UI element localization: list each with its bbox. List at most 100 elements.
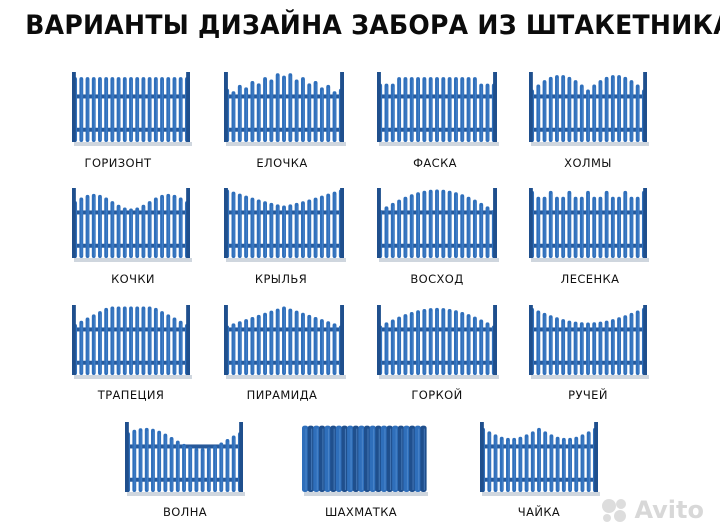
fence-picket	[147, 306, 152, 375]
fence-picket	[397, 199, 402, 258]
fence-picket	[79, 77, 84, 142]
fence-post	[125, 422, 129, 492]
fence-picket	[300, 77, 305, 142]
fence-picket	[487, 431, 492, 492]
fence-picket	[129, 306, 133, 375]
fence-post	[72, 72, 76, 142]
fence-picket	[428, 77, 433, 142]
fence-picket	[567, 76, 572, 142]
fence-picket	[319, 319, 324, 375]
page-title: ВАРИАНТЫ ДИЗАЙНА ЗАБОРА ИЗ ШТАКЕТНИКА:	[25, 10, 720, 41]
fence-shadow	[379, 142, 499, 146]
fence-picket	[453, 192, 458, 258]
avito-watermark: Avito	[600, 496, 704, 524]
fence-post	[186, 305, 190, 375]
fence-picket	[635, 196, 640, 258]
fence-picket	[318, 425, 326, 492]
fence-picket	[219, 442, 224, 492]
fence-picket	[122, 77, 127, 142]
fence-picket	[422, 190, 427, 258]
fence-picket	[300, 201, 305, 258]
fence-lesenka-illustration	[529, 188, 649, 262]
fence-picket	[231, 191, 236, 258]
fence-picket	[555, 317, 559, 375]
fence-picket	[263, 201, 268, 258]
fence-picket	[85, 194, 90, 258]
fence-picket	[79, 320, 84, 375]
fence-picket	[163, 433, 168, 492]
fence-picket	[586, 431, 591, 492]
fence-picket	[313, 317, 318, 375]
fence-picket	[250, 317, 255, 375]
fence-picket	[460, 77, 465, 142]
fence-picket	[147, 201, 152, 258]
fence-picket	[466, 196, 471, 258]
fence-elochka	[224, 70, 346, 146]
fence-shadow	[531, 375, 649, 379]
fence-shadow	[304, 492, 428, 496]
fence-picket	[288, 73, 293, 142]
fence-picket	[586, 322, 590, 375]
fence-picket	[635, 84, 640, 142]
fence-picket	[294, 202, 299, 258]
fence-picket	[435, 189, 439, 258]
fence-shadow	[74, 375, 192, 379]
fence-shadow	[531, 258, 649, 262]
fence-trapeciya	[72, 303, 192, 379]
fence-picket	[598, 80, 603, 142]
fence-post	[72, 188, 76, 258]
fence-picket	[568, 437, 572, 492]
fence-label-gorizont: ГОРИЗОНТ	[84, 156, 152, 170]
fence-picket	[85, 77, 90, 142]
fence-picket	[282, 75, 286, 142]
fence-gorizont-illustration	[72, 72, 192, 146]
fence-picket	[141, 306, 146, 375]
fence-picket	[485, 322, 490, 375]
fence-picket	[200, 448, 205, 492]
fence-label-piramida: ПИРАМИДА	[246, 388, 318, 402]
fence-picket	[98, 311, 102, 375]
fence-picket	[479, 202, 484, 258]
fence-picket	[548, 76, 553, 142]
fence-picket	[397, 77, 402, 142]
fence-post	[529, 72, 533, 142]
avito-logo-icon	[602, 499, 627, 522]
fence-picket	[237, 193, 242, 258]
fence-post	[529, 305, 533, 375]
fence-picket	[573, 80, 578, 142]
fence-picket	[472, 77, 477, 142]
fence-picket	[479, 83, 484, 142]
fence-picket	[110, 306, 115, 375]
fence-post	[529, 188, 533, 258]
fence-picket	[302, 425, 309, 492]
fence-picket	[409, 425, 416, 492]
fence-picket	[256, 199, 261, 258]
fence-picket	[98, 77, 102, 142]
fence-picket	[307, 425, 314, 492]
fence-shadow	[226, 258, 346, 262]
fence-picket	[604, 190, 609, 258]
fence-volna-illustration	[125, 422, 245, 496]
fence-picket	[135, 77, 140, 142]
fence-ruchey-illustration	[529, 305, 649, 379]
fence-label-ruchey: РУЧЕЙ	[568, 388, 608, 402]
fence-label-gorkoy: ГОРКОЙ	[411, 388, 463, 402]
fence-gorkoy-illustration	[377, 305, 499, 379]
fence-post	[186, 72, 190, 142]
fence-picket	[592, 84, 597, 142]
fence-picket	[326, 321, 331, 375]
fence-post	[643, 188, 647, 258]
fence-picket	[397, 316, 402, 375]
fence-picket	[586, 190, 590, 258]
fence-picket	[122, 306, 127, 375]
fence-picket	[332, 323, 337, 375]
fence-picket	[330, 425, 337, 492]
fence-picket	[294, 310, 299, 375]
fence-kochki	[72, 186, 192, 262]
fence-post	[493, 188, 497, 258]
fence-picket	[369, 425, 376, 492]
fence-picket	[403, 425, 410, 492]
fence-krylya-illustration	[224, 188, 346, 262]
fence-elochka-illustration	[224, 72, 346, 146]
fence-picket	[579, 196, 584, 258]
